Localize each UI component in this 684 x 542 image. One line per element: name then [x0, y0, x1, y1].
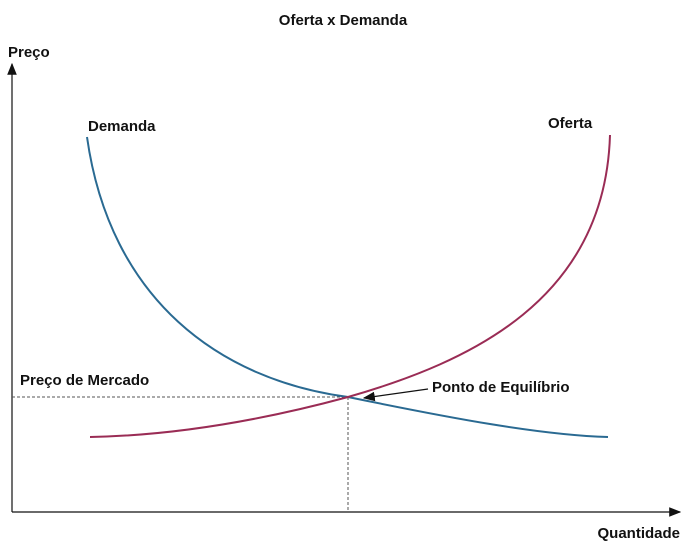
y-axis-label: Preço [8, 44, 50, 61]
equilibrium-arrow [362, 388, 429, 402]
demand-label: Demanda [88, 118, 156, 135]
x-axis-label: Quantidade [597, 525, 680, 542]
supply-label: Oferta [548, 115, 593, 132]
market-price-label: Preço de Mercado [20, 372, 149, 389]
title: Oferta x Demanda [279, 12, 408, 29]
equilibrium-label: Ponto de Equilíbrio [432, 379, 570, 396]
demand-curve [86, 136, 609, 438]
